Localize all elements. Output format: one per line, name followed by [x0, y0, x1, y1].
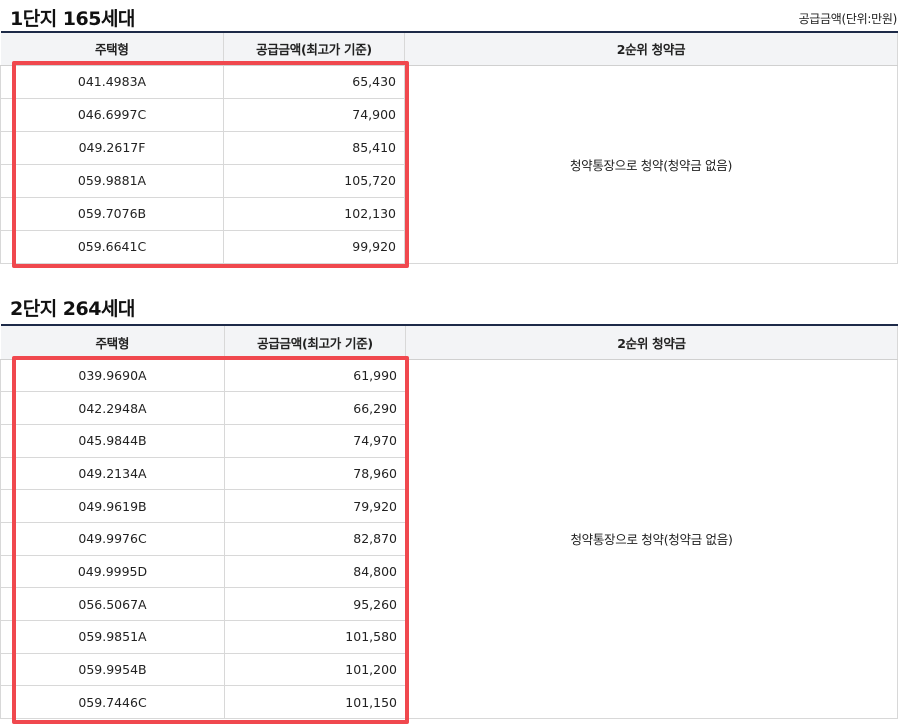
table-row: 059.9881A 105,720	[0, 164, 898, 198]
table-row: 049.9619B 79,920	[0, 489, 898, 523]
supply-price-cell: 95,260	[224, 587, 406, 621]
table-row: 045.9844B 74,970	[0, 424, 898, 458]
complex2-table: 주택형 공급금액(최고가 기준) 2순위 청약금 039.9690A 61,990…	[0, 324, 898, 720]
table-row: 059.7446C 101,150	[0, 685, 898, 720]
unit-type-cell: 046.6997C	[0, 98, 224, 132]
col-header-second: 2순위 청약금	[404, 32, 898, 66]
unit-type-cell: 059.9954B	[0, 653, 225, 687]
unit-type-cell: 042.2948A	[0, 391, 225, 425]
col-header-price: 공급금액(최고가 기준)	[224, 325, 406, 360]
unit-type-cell: 039.9690A	[0, 359, 225, 393]
complex1-title: 1단지 165세대	[10, 8, 135, 30]
unit-type-cell: 049.9619B	[0, 489, 225, 523]
table-row: 049.2134A 78,960	[0, 457, 898, 491]
unit-type-cell: 049.9995D	[0, 555, 225, 589]
supply-price-cell: 74,970	[224, 424, 406, 458]
supply-price-cell: 66,290	[224, 391, 406, 425]
unit-type-cell: 049.2617F	[0, 131, 224, 165]
supply-price-cell: 84,800	[224, 555, 406, 589]
table-row: 049.2617F 85,410	[0, 131, 898, 165]
complex2-header-row: 주택형 공급금액(최고가 기준) 2순위 청약금	[0, 325, 898, 360]
supply-price-cell: 102,130	[223, 197, 405, 231]
supply-price-cell: 99,920	[223, 230, 405, 264]
supply-price-cell: 105,720	[223, 164, 405, 198]
supply-price-cell: 101,580	[224, 620, 406, 654]
table-row: 046.6997C 74,900	[0, 98, 898, 132]
table-row: 041.4983A 65,430 청약통장으로 청약(청약금 없음)	[0, 65, 898, 264]
unit-type-cell: 049.2134A	[0, 457, 225, 491]
unit-type-cell: 056.5067A	[0, 587, 225, 621]
complex2-title: 2단지 264세대	[10, 298, 135, 320]
unit-type-cell: 045.9844B	[0, 424, 225, 458]
complex1-table: 주택형 공급금액(최고가 기준) 2순위 청약금 041.4983A 65,430…	[0, 31, 898, 264]
unit-type-cell: 059.6641C	[0, 230, 224, 264]
supply-price-cell: 79,920	[224, 489, 406, 523]
table-row: 049.9976C 82,870	[0, 522, 898, 556]
second-rank-deposit-cell: 청약통장으로 청약(청약금 없음)	[405, 359, 898, 720]
unit-type-cell: 041.4983A	[0, 65, 224, 99]
table-row: 059.7076B 102,130	[0, 197, 898, 231]
unit-type-cell: 059.7446C	[0, 685, 225, 720]
table-row: 059.9851A 101,580	[0, 620, 898, 654]
unit-type-cell: 049.9976C	[0, 522, 225, 556]
complex1-header-row: 주택형 공급금액(최고가 기준) 2순위 청약금	[0, 32, 898, 66]
supply-price-cell: 101,200	[224, 653, 406, 687]
supply-price-cell: 74,900	[223, 98, 405, 132]
col-header-second: 2순위 청약금	[405, 325, 898, 360]
supply-price-cell: 85,410	[223, 131, 405, 165]
col-header-type: 주택형	[0, 325, 225, 360]
table-row: 059.9954B 101,200	[0, 653, 898, 687]
table-row: 049.9995D 84,800	[0, 555, 898, 589]
supply-price-cell: 82,870	[224, 522, 406, 556]
table-row: 059.6641C 99,920	[0, 230, 898, 264]
table-row: 042.2948A 66,290	[0, 391, 898, 425]
supply-price-cell: 78,960	[224, 457, 406, 491]
supply-price-cell: 65,430	[223, 65, 405, 99]
unit-type-cell: 059.7076B	[0, 197, 224, 231]
supply-price-cell: 61,990	[224, 359, 406, 393]
col-header-price: 공급금액(최고가 기준)	[223, 32, 405, 66]
table-row: 056.5067A 95,260	[0, 587, 898, 621]
unit-note: 공급금액(단위:만원)	[798, 12, 898, 26]
unit-type-cell: 059.9851A	[0, 620, 225, 654]
second-rank-deposit-cell: 청약통장으로 청약(청약금 없음)	[404, 65, 898, 264]
supply-price-cell: 101,150	[224, 685, 406, 720]
col-header-type: 주택형	[0, 32, 224, 66]
table-row: 039.9690A 61,990 청약통장으로 청약(청약금 없음)	[0, 359, 898, 720]
unit-type-cell: 059.9881A	[0, 164, 224, 198]
